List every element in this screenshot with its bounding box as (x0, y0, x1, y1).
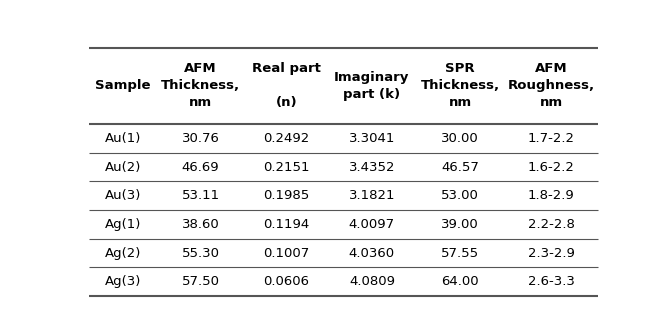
Text: 4.0097: 4.0097 (349, 218, 395, 231)
Text: 2.3-2.9: 2.3-2.9 (528, 247, 574, 260)
Text: 39.00: 39.00 (442, 218, 479, 231)
Text: 0.1194: 0.1194 (263, 218, 310, 231)
Text: 0.1007: 0.1007 (263, 247, 310, 260)
Text: 55.30: 55.30 (182, 247, 220, 260)
Text: 30.76: 30.76 (182, 132, 220, 145)
Text: 46.57: 46.57 (442, 161, 479, 174)
Text: 3.1821: 3.1821 (348, 189, 395, 202)
Text: 4.0809: 4.0809 (349, 275, 395, 288)
Text: Imaginary
part (k): Imaginary part (k) (334, 71, 409, 101)
Text: 30.00: 30.00 (442, 132, 479, 145)
Text: 4.0360: 4.0360 (349, 247, 395, 260)
Text: 53.11: 53.11 (182, 189, 220, 202)
Text: Sample: Sample (95, 79, 151, 92)
Text: 1.8-2.9: 1.8-2.9 (528, 189, 574, 202)
Text: 1.7-2.2: 1.7-2.2 (527, 132, 575, 145)
Text: 0.1985: 0.1985 (263, 189, 310, 202)
Text: 0.0606: 0.0606 (263, 275, 310, 288)
Text: Real part

(n): Real part (n) (252, 62, 321, 109)
Text: 46.69: 46.69 (182, 161, 219, 174)
Text: Ag(2): Ag(2) (105, 247, 141, 260)
Text: AFM
Thickness,
nm: AFM Thickness, nm (161, 62, 240, 109)
Text: 0.2492: 0.2492 (263, 132, 310, 145)
Text: Au(1): Au(1) (105, 132, 141, 145)
Text: SPR
Thickness,
nm: SPR Thickness, nm (421, 62, 500, 109)
Text: Au(2): Au(2) (105, 161, 141, 174)
Text: Ag(3): Ag(3) (105, 275, 141, 288)
Text: 57.55: 57.55 (441, 247, 479, 260)
Text: 3.3041: 3.3041 (349, 132, 395, 145)
Text: 0.2151: 0.2151 (263, 161, 310, 174)
Text: 57.50: 57.50 (182, 275, 220, 288)
Text: 1.6-2.2: 1.6-2.2 (528, 161, 574, 174)
Text: Au(3): Au(3) (105, 189, 141, 202)
Text: 64.00: 64.00 (442, 275, 479, 288)
Text: 2.2-2.8: 2.2-2.8 (528, 218, 574, 231)
Text: Ag(1): Ag(1) (105, 218, 141, 231)
Text: 53.00: 53.00 (442, 189, 479, 202)
Text: AFM
Roughness,
nm: AFM Roughness, nm (507, 62, 595, 109)
Text: 2.6-3.3: 2.6-3.3 (528, 275, 574, 288)
Text: 3.4352: 3.4352 (348, 161, 395, 174)
Text: 38.60: 38.60 (182, 218, 220, 231)
